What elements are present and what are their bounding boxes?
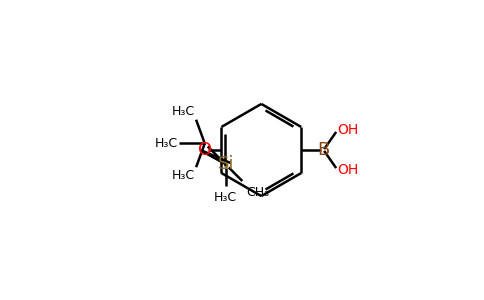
Text: CH₃: CH₃: [246, 186, 269, 199]
Text: H₃C: H₃C: [171, 169, 195, 182]
Text: OH: OH: [337, 163, 359, 177]
Text: B: B: [318, 141, 330, 159]
Text: O: O: [198, 141, 212, 159]
Text: H₃C: H₃C: [171, 105, 195, 118]
Text: H₃C: H₃C: [155, 137, 178, 150]
Text: OH: OH: [337, 123, 359, 137]
Text: H₃C: H₃C: [214, 190, 237, 204]
Text: Si: Si: [217, 155, 234, 173]
